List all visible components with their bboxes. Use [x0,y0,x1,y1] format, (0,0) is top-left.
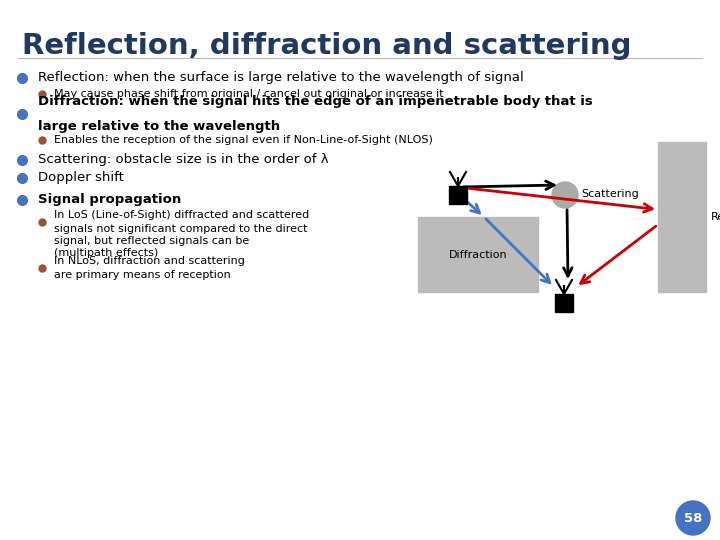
Bar [449,186,467,204]
Text: 58: 58 [684,511,702,524]
Text: signals not significant compared to the direct: signals not significant compared to the … [54,224,307,234]
Text: Scattering: obstacle size is in the order of λ: Scattering: obstacle size is in the orde… [38,153,328,166]
Text: In NLoS, diffraction and scattering: In NLoS, diffraction and scattering [54,256,245,266]
Text: Diffraction: when the signal hits the edge of an impenetrable body that is: Diffraction: when the signal hits the ed… [38,95,593,108]
Text: signal, but reflected signals can be: signal, but reflected signals can be [54,236,249,246]
Text: Reflection: when the surface is large relative to the wavelength of signal: Reflection: when the surface is large re… [38,71,523,84]
Bar [555,294,573,312]
Text: are primary means of reception: are primary means of reception [54,270,230,280]
Text: Signal propagation: Signal propagation [38,193,181,206]
Text: Reflection: Reflection [711,212,720,222]
Text: In LoS (Line-of-Sight) diffracted and scattered: In LoS (Line-of-Sight) diffracted and sc… [54,210,310,220]
Text: Doppler shift: Doppler shift [38,172,124,185]
Text: (multipath effects): (multipath effects) [54,248,158,258]
Text: Scattering: Scattering [581,189,639,199]
Text: Enables the reception of the signal even if Non-Line-of-Sight (NLOS): Enables the reception of the signal even… [54,135,433,145]
Circle shape [552,182,578,208]
Circle shape [676,501,710,535]
Text: Reflection, diffraction and scattering: Reflection, diffraction and scattering [22,32,631,60]
Bar [658,142,706,292]
Text: Diffraction: Diffraction [449,249,508,260]
Bar [418,217,538,292]
Text: May cause phase shift from original / cancel out original or increase it: May cause phase shift from original / ca… [54,89,444,99]
Text: large relative to the wavelength: large relative to the wavelength [38,120,280,133]
